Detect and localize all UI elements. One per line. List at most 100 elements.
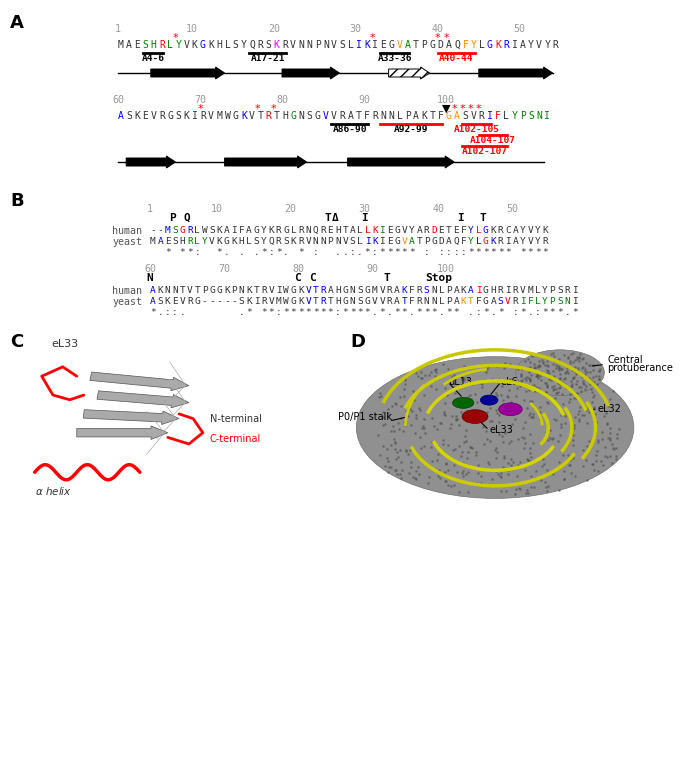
Text: G: G — [233, 111, 238, 121]
Point — [434, 464, 445, 477]
Point — [390, 398, 401, 410]
Point — [506, 435, 517, 447]
Text: S: S — [424, 286, 429, 295]
Text: .: . — [564, 308, 570, 317]
Text: L: L — [475, 226, 482, 235]
Text: W: W — [225, 111, 230, 121]
Point — [520, 355, 531, 367]
Text: V: V — [269, 286, 274, 295]
Point — [601, 416, 612, 429]
Point — [449, 381, 460, 394]
Text: R: R — [498, 226, 503, 235]
Text: V: V — [401, 237, 408, 246]
Text: Y: Y — [471, 40, 477, 50]
Text: G: G — [483, 237, 489, 246]
Text: Y: Y — [543, 297, 548, 306]
Point — [547, 432, 558, 445]
Point — [465, 392, 476, 405]
Text: Y: Y — [528, 40, 534, 50]
Text: A: A — [246, 226, 252, 235]
Point — [540, 377, 551, 390]
Point — [493, 428, 504, 440]
Point — [515, 484, 526, 496]
Point — [529, 401, 540, 413]
Text: L: L — [479, 40, 485, 50]
Point — [382, 443, 393, 455]
Polygon shape — [126, 156, 175, 168]
Point — [533, 355, 544, 367]
Point — [397, 424, 408, 436]
Point — [529, 357, 540, 370]
Text: *: * — [357, 308, 363, 317]
Point — [466, 441, 477, 453]
Text: N-terminal: N-terminal — [210, 414, 262, 424]
Point — [549, 380, 560, 392]
Point — [399, 418, 410, 431]
Point — [577, 460, 588, 473]
Text: *: * — [476, 104, 482, 114]
Text: T: T — [258, 111, 263, 121]
Text: .: . — [224, 248, 229, 257]
Point — [577, 352, 588, 364]
Polygon shape — [347, 156, 454, 168]
Point — [410, 412, 421, 424]
Point — [572, 374, 583, 387]
Point — [546, 347, 557, 360]
Text: G: G — [167, 111, 173, 121]
Text: L: L — [225, 40, 230, 50]
Text: R: R — [200, 111, 206, 121]
Text: *: * — [401, 308, 408, 317]
Point — [543, 364, 554, 377]
Point — [584, 358, 595, 370]
Point — [587, 371, 598, 384]
Text: I: I — [487, 111, 493, 121]
Polygon shape — [151, 67, 225, 79]
Text: A33-36: A33-36 — [377, 54, 412, 63]
Text: T: T — [313, 297, 319, 306]
Text: P: P — [424, 237, 429, 246]
Text: E: E — [387, 226, 393, 235]
Text: G: G — [179, 226, 186, 235]
Point — [408, 394, 419, 407]
Point — [554, 381, 565, 393]
Text: H: H — [490, 286, 496, 295]
Point — [449, 479, 460, 491]
Text: R: R — [387, 286, 393, 295]
Point — [605, 427, 616, 439]
Point — [564, 361, 575, 374]
Text: V: V — [306, 297, 311, 306]
Text: Y: Y — [261, 226, 266, 235]
Text: :: : — [269, 248, 274, 257]
Point — [516, 477, 527, 489]
Point — [501, 360, 512, 372]
Point — [537, 356, 548, 369]
Point — [525, 407, 536, 419]
Text: A: A — [150, 297, 155, 306]
Text: A: A — [520, 40, 525, 50]
Point — [553, 456, 564, 468]
Text: K: K — [269, 226, 274, 235]
Text: K: K — [246, 286, 252, 295]
Point — [559, 417, 570, 429]
Text: V: V — [209, 237, 215, 246]
Point — [482, 456, 493, 468]
Polygon shape — [84, 410, 179, 425]
Text: -: - — [202, 297, 208, 306]
Point — [423, 471, 434, 484]
Text: K: K — [461, 286, 466, 295]
Point — [400, 378, 411, 391]
Text: K: K — [134, 111, 140, 121]
Text: C-terminal: C-terminal — [210, 434, 261, 444]
Text: 50: 50 — [507, 204, 519, 214]
Text: S: S — [172, 226, 178, 235]
Point — [454, 396, 465, 408]
Text: *: * — [527, 248, 533, 257]
Text: K: K — [543, 226, 548, 235]
Text: V: V — [536, 40, 542, 50]
Text: R: R — [339, 111, 345, 121]
Text: N: N — [147, 273, 153, 283]
Point — [580, 404, 591, 416]
Text: T: T — [313, 286, 319, 295]
Point — [576, 353, 587, 365]
Point — [536, 474, 547, 486]
